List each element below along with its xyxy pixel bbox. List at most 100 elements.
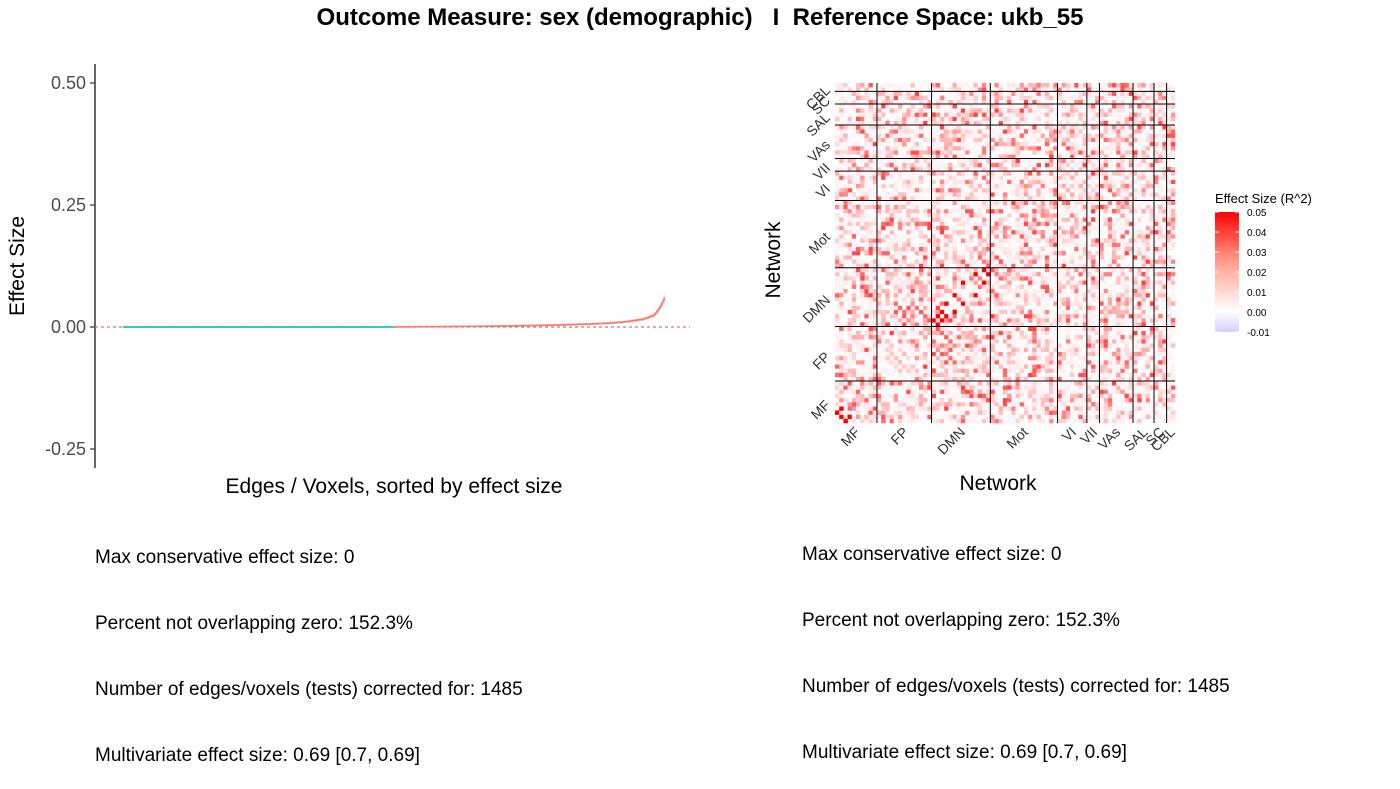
heatmap-cell	[843, 159, 847, 163]
heatmap-cell	[915, 188, 919, 192]
heatmap-cell	[919, 255, 923, 259]
heatmap-cell	[1062, 389, 1066, 393]
heatmap-cell	[1011, 289, 1015, 293]
heatmap-cell	[940, 356, 944, 360]
heatmap-cell	[843, 284, 847, 288]
heatmap-cell	[1120, 385, 1124, 389]
heatmap-cell	[1066, 314, 1070, 318]
heatmap-cell	[1108, 289, 1112, 293]
heatmap-cell	[982, 347, 986, 351]
heatmap-cell	[864, 133, 868, 137]
heatmap-cell	[1125, 402, 1129, 406]
heatmap-cell	[835, 272, 839, 276]
heatmap-cell	[885, 243, 889, 247]
heatmap-cell	[1024, 318, 1028, 322]
heatmap-cell	[961, 163, 965, 167]
heatmap-cell	[877, 184, 881, 188]
heatmap-cell	[856, 305, 860, 309]
heatmap-cell	[1146, 184, 1150, 188]
heatmap-cell	[1011, 209, 1015, 213]
heatmap-cell	[965, 209, 969, 213]
heatmap-cell	[969, 356, 973, 360]
heatmap-cell	[1141, 251, 1145, 255]
heatmap-cell	[1091, 175, 1095, 179]
heatmap-cell	[1062, 293, 1066, 297]
heatmap-cell	[1011, 226, 1015, 230]
heatmap-cell	[881, 188, 885, 192]
heatmap-cell	[1028, 406, 1032, 410]
heatmap-cell	[852, 247, 856, 251]
heatmap-cell	[860, 402, 864, 406]
heatmap-cell	[1049, 163, 1053, 167]
heatmap-cell	[1171, 255, 1175, 259]
heatmap-cell	[1007, 243, 1011, 247]
heatmap-cell	[1154, 398, 1158, 402]
heatmap-cell	[1007, 201, 1011, 205]
heatmap-cell	[1158, 159, 1162, 163]
heatmap-cell	[902, 255, 906, 259]
heatmap-cell	[1091, 356, 1095, 360]
heatmap-cell	[1032, 255, 1036, 259]
heatmap-cell	[1049, 129, 1053, 133]
heatmap-cell	[932, 284, 936, 288]
heatmap-cell	[843, 272, 847, 276]
heatmap-cell	[1087, 398, 1091, 402]
heatmap-cell	[835, 268, 839, 272]
heatmap-cell	[848, 230, 852, 234]
heatmap-cell	[1171, 133, 1175, 137]
heatmap-cell	[852, 251, 856, 255]
heatmap-cell	[915, 406, 919, 410]
heatmap-cell	[1041, 125, 1045, 129]
heatmap-cell	[936, 150, 940, 154]
heatmap-cell	[839, 301, 843, 305]
heatmap-cell	[965, 419, 969, 423]
heatmap-cell	[885, 146, 889, 150]
heatmap-cell	[1087, 171, 1091, 175]
heatmap-cell	[877, 238, 881, 242]
heatmap-cell	[1108, 129, 1112, 133]
heatmap-cell	[1104, 419, 1108, 423]
heatmap-cell	[1099, 331, 1103, 335]
heatmap-cell	[1099, 356, 1103, 360]
heatmap-cell	[1003, 159, 1007, 163]
heatmap-cell	[1020, 335, 1024, 339]
heatmap-cell	[1036, 188, 1040, 192]
heatmap-cell	[877, 398, 881, 402]
heatmap-cell	[848, 243, 852, 247]
heatmap-cell	[1078, 410, 1082, 414]
heatmap-cell	[932, 373, 936, 377]
heatmap-cell	[1057, 410, 1061, 414]
heatmap-cell	[894, 297, 898, 301]
heatmap-cell	[1074, 201, 1078, 205]
heatmap-cell	[852, 352, 856, 356]
heatmap-cell	[1066, 394, 1070, 398]
heatmap-cell	[864, 226, 868, 230]
heatmap-cell	[881, 163, 885, 167]
heatmap-cell	[1003, 398, 1007, 402]
heatmap-cell	[1171, 259, 1175, 263]
heatmap-cell	[1062, 272, 1066, 276]
heatmap-cell	[848, 138, 852, 142]
heatmap-cell	[974, 201, 978, 205]
heatmap-cell	[1167, 318, 1171, 322]
heatmap-cell	[957, 226, 961, 230]
heatmap-cell	[1078, 188, 1082, 192]
heatmap-cell	[965, 201, 969, 205]
heatmap-cell	[944, 419, 948, 423]
heatmap-cell	[932, 175, 936, 179]
heatmap-cell	[1116, 415, 1120, 419]
heatmap-cell	[1024, 251, 1028, 255]
heatmap-cell	[919, 293, 923, 297]
heatmap-cell	[1154, 314, 1158, 318]
heatmap-cell	[978, 192, 982, 196]
heatmap-cell	[969, 272, 973, 276]
heatmap-cell	[1158, 293, 1162, 297]
heatmap-cell	[1057, 419, 1061, 423]
heatmap-cell	[869, 385, 873, 389]
heatmap-cell	[1120, 163, 1124, 167]
heatmap-cell	[961, 222, 965, 226]
heatmap-cell	[1146, 163, 1150, 167]
heatmap-cell	[1120, 280, 1124, 284]
heatmap-cell	[890, 356, 894, 360]
heatmap-cell	[848, 402, 852, 406]
